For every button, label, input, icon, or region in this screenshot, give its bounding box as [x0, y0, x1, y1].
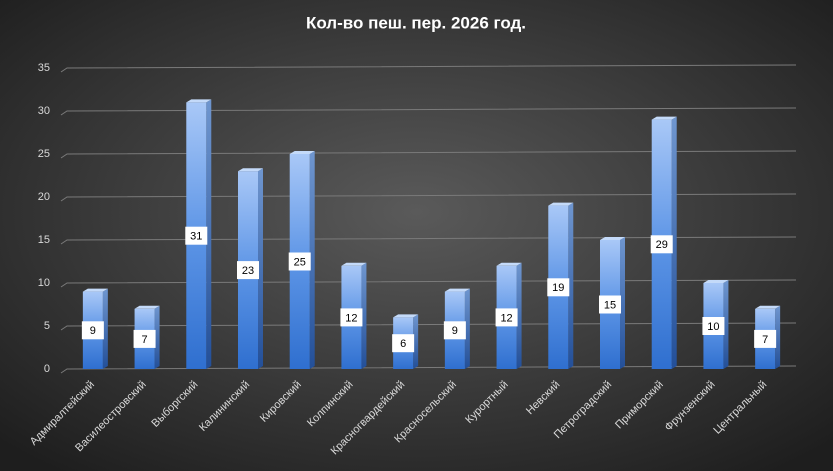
y-tick-label: 5 [44, 320, 50, 332]
y-tick-label: 15 [38, 234, 50, 246]
bar-side [413, 314, 419, 369]
data-label: 23 [242, 265, 254, 277]
data-label-box [288, 252, 311, 271]
bar-side [154, 305, 160, 369]
y-tick-label: 30 [38, 105, 50, 117]
bar-top [755, 305, 781, 309]
data-label-box [599, 295, 621, 314]
data-label-box [495, 308, 518, 327]
bar-top [393, 314, 419, 318]
data-label: 7 [762, 334, 768, 346]
bar-side [206, 99, 212, 370]
data-label-box [185, 226, 208, 245]
bar-side [464, 288, 470, 369]
data-label-box [702, 317, 725, 335]
data-label: 31 [190, 231, 202, 243]
data-label: 15 [604, 299, 616, 311]
bar-side [102, 288, 108, 369]
data-label: 9 [452, 325, 458, 337]
data-label-box [754, 329, 777, 348]
grid-line [60, 150, 797, 159]
y-tick-label: 10 [38, 277, 50, 289]
data-label: 9 [90, 325, 96, 337]
y-tick-label: 35 [38, 62, 50, 74]
bar-top [444, 288, 470, 292]
bar-top [289, 151, 315, 154]
bar-side [620, 237, 625, 369]
data-label-box [237, 261, 259, 280]
data-label-box [133, 329, 156, 348]
grid-line [60, 64, 797, 73]
bar-side [671, 116, 677, 369]
data-label-box [650, 235, 673, 254]
bar-top [548, 202, 574, 206]
data-label-box [81, 321, 104, 340]
bar-top [238, 168, 263, 172]
data-label: 6 [400, 338, 406, 350]
y-tick-label: 25 [38, 148, 50, 160]
data-label-box [443, 321, 466, 340]
bar-top [341, 262, 367, 266]
bar-side [568, 202, 574, 369]
chart-title: Кол-во пеш. пер. 2026 год. [306, 13, 526, 32]
bar-top [134, 305, 160, 309]
bar-side [258, 168, 263, 369]
bar-side [309, 151, 315, 369]
data-label: 12 [345, 312, 357, 324]
y-tick-label: 0 [44, 363, 50, 375]
bar-side [723, 280, 729, 369]
bar-side [775, 305, 781, 369]
data-label-box [547, 278, 570, 297]
grid-line [60, 193, 797, 202]
bar-top [600, 237, 625, 240]
bar-side [516, 262, 522, 369]
bar-top [496, 262, 522, 266]
data-label-box [392, 334, 415, 353]
data-label: 7 [142, 334, 148, 346]
bar-top [186, 99, 212, 103]
data-label: 12 [500, 312, 512, 324]
bar-top [703, 280, 729, 283]
data-label: 10 [707, 321, 719, 333]
y-tick-label: 20 [38, 191, 50, 203]
data-label: 29 [656, 239, 668, 251]
bar-side [361, 262, 367, 369]
data-label: 25 [294, 256, 306, 268]
bar-top [651, 116, 677, 120]
data-label-box [340, 308, 363, 327]
data-label: 19 [552, 282, 564, 294]
bar-top [82, 288, 108, 292]
grid-line [60, 107, 797, 116]
